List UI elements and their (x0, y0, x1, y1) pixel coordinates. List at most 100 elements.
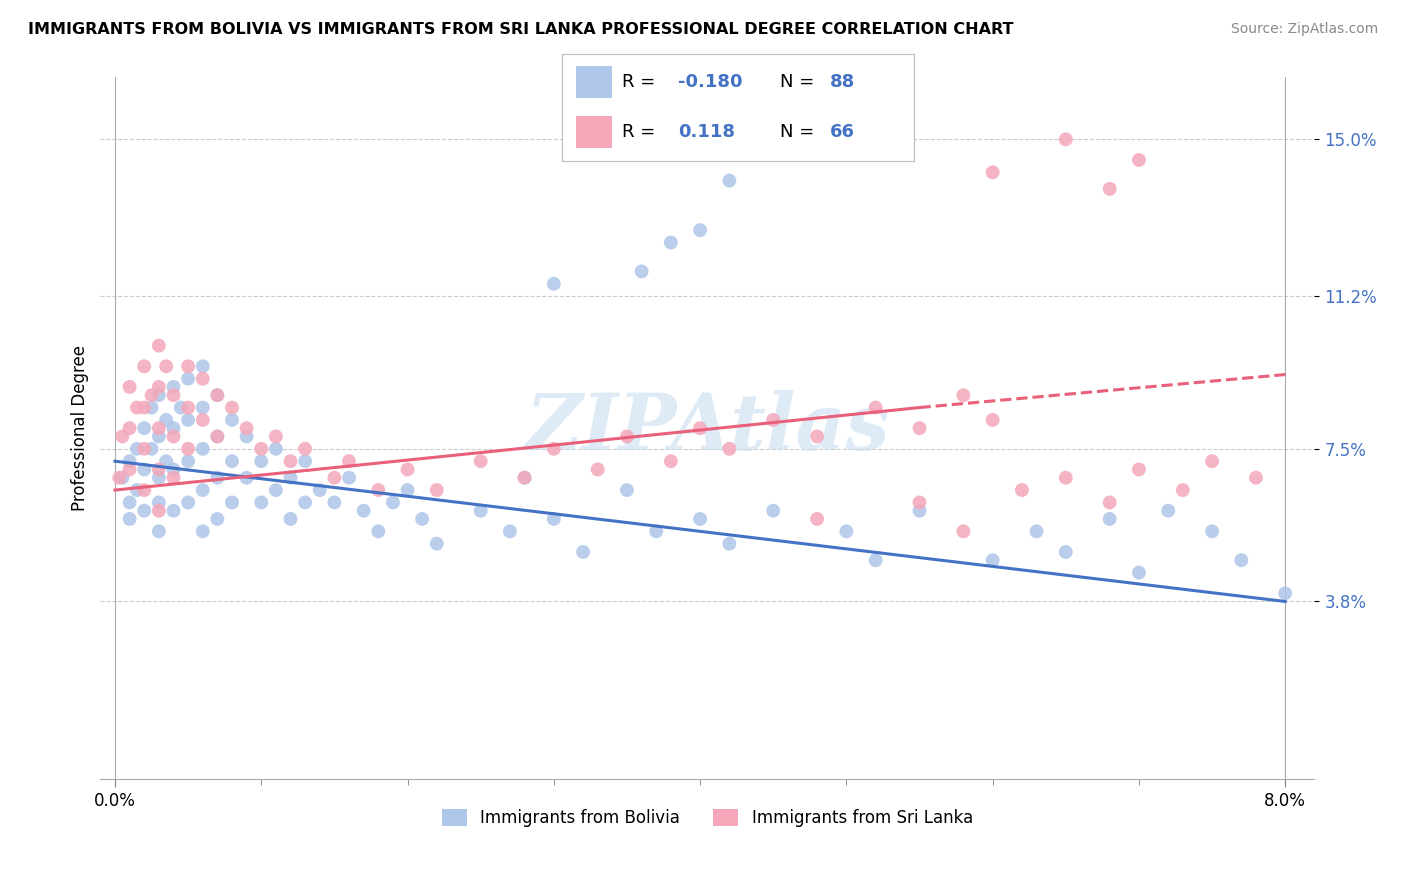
Point (207, 388, 229, 402)
Text: N =: N = (780, 123, 820, 141)
Point (191, 483, 214, 497)
Point (221, 454, 243, 468)
Point (616, 483, 638, 497)
Point (141, 442, 163, 456)
Text: Source: ZipAtlas.com: Source: ZipAtlas.com (1230, 22, 1378, 37)
Text: N =: N = (780, 73, 820, 91)
Point (762, 413, 785, 427)
Point (118, 512, 141, 526)
Point (148, 339, 170, 353)
Point (148, 495, 170, 509)
Point (659, 235, 682, 250)
Point (1244, 471, 1267, 485)
Point (191, 524, 214, 539)
Point (148, 388, 170, 402)
Point (134, 401, 156, 415)
Point (426, 537, 449, 551)
Point (207, 388, 229, 402)
Point (191, 401, 214, 415)
Point (981, 553, 1004, 567)
Point (426, 483, 449, 497)
Point (981, 413, 1004, 427)
Point (513, 471, 536, 485)
Point (353, 504, 375, 518)
Point (207, 429, 229, 443)
Point (134, 359, 156, 374)
Point (177, 401, 200, 415)
Point (1098, 512, 1121, 526)
Point (155, 359, 177, 374)
Point (148, 429, 170, 443)
Point (1011, 483, 1033, 497)
Point (718, 442, 741, 456)
Point (162, 380, 184, 394)
Point (367, 483, 389, 497)
Point (191, 372, 214, 386)
Point (170, 401, 193, 415)
Point (689, 223, 711, 237)
Point (207, 512, 229, 526)
Point (513, 471, 536, 485)
Point (470, 454, 492, 468)
Point (264, 429, 287, 443)
Point (134, 462, 156, 476)
Point (396, 483, 419, 497)
Point (177, 495, 200, 509)
Point (125, 442, 148, 456)
Point (499, 524, 522, 539)
Point (148, 421, 170, 435)
Point (1054, 471, 1077, 485)
Point (689, 421, 711, 435)
Text: IMMIGRANTS FROM BOLIVIA VS IMMIGRANTS FROM SRI LANKA PROFESSIONAL DEGREE CORRELA: IMMIGRANTS FROM BOLIVIA VS IMMIGRANTS FR… (28, 22, 1014, 37)
Point (162, 471, 184, 485)
Point (1128, 566, 1150, 580)
Point (908, 504, 931, 518)
Y-axis label: Professional Degree: Professional Degree (72, 345, 89, 511)
Point (1054, 545, 1077, 559)
Point (1201, 524, 1223, 539)
Point (1274, 586, 1296, 600)
Point (108, 471, 131, 485)
Point (177, 454, 200, 468)
Point (586, 462, 609, 476)
Point (207, 471, 229, 485)
Point (1054, 132, 1077, 146)
Bar (576, 66, 612, 98)
Point (294, 495, 316, 509)
Text: 66: 66 (830, 123, 855, 141)
Point (572, 545, 595, 559)
Point (191, 359, 214, 374)
Point (221, 495, 243, 509)
Point (470, 504, 492, 518)
Point (762, 504, 785, 518)
Point (148, 504, 170, 518)
Point (264, 442, 287, 456)
Point (118, 454, 141, 468)
Point (865, 553, 887, 567)
Point (1025, 524, 1047, 539)
Point (250, 442, 273, 456)
Point (981, 165, 1004, 179)
Point (148, 471, 170, 485)
Point (835, 524, 858, 539)
Point (148, 462, 170, 476)
Point (221, 401, 243, 415)
Point (1128, 153, 1150, 167)
Point (952, 388, 974, 402)
Point (908, 421, 931, 435)
Point (308, 483, 330, 497)
Point (162, 504, 184, 518)
Point (616, 429, 638, 443)
Point (337, 454, 360, 468)
Point (191, 413, 214, 427)
Point (118, 380, 141, 394)
Point (162, 429, 184, 443)
Point (280, 454, 302, 468)
Point (134, 421, 156, 435)
Point (1230, 553, 1253, 567)
Point (280, 512, 302, 526)
Text: R =: R = (621, 73, 661, 91)
Point (294, 442, 316, 456)
Point (630, 264, 652, 278)
Point (381, 495, 404, 509)
